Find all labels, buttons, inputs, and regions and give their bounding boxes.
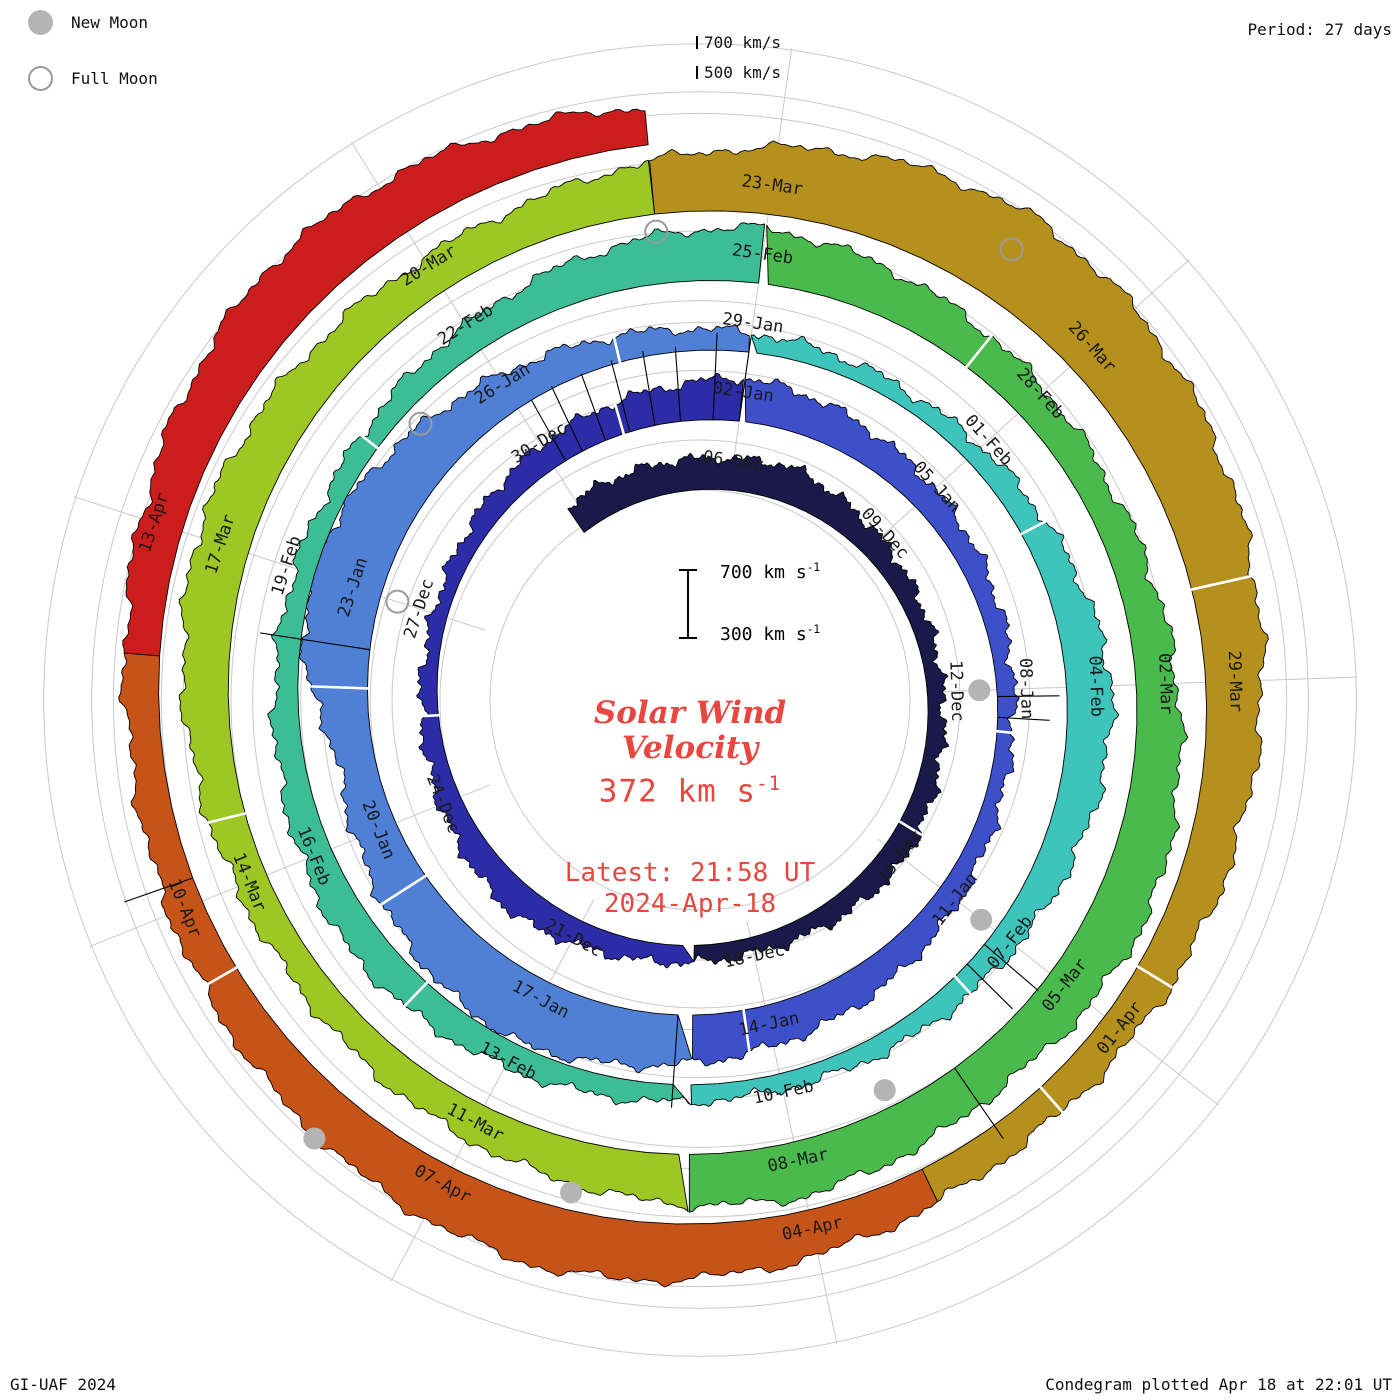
noise-spike <box>610 360 631 432</box>
data-gap <box>1039 1085 1065 1114</box>
center-scalebar-line <box>687 570 689 638</box>
grid-spoke <box>89 784 491 947</box>
data-gap <box>742 1009 751 1054</box>
plotted-timestamp-label: Condegram plotted Apr 18 at 22:01 UT <box>1045 1375 1392 1394</box>
data-gap <box>309 685 369 690</box>
current-velocity-sup: -1 <box>756 772 782 795</box>
center-scale-700-text: 700 km s <box>720 562 807 583</box>
data-gap <box>207 966 238 986</box>
noise-spike <box>674 347 682 422</box>
latest-date-line: 2024-Apr-18 <box>603 889 777 920</box>
center-scale-700-sup: -1 <box>806 561 821 574</box>
velocity-band-segment <box>567 452 950 965</box>
data-gap <box>898 820 925 838</box>
noise-spike <box>984 943 1039 992</box>
spiral-bands <box>118 108 1269 1288</box>
full-moon-marker <box>385 589 410 614</box>
noise-spike <box>966 963 1013 1010</box>
data-gap <box>995 729 1013 735</box>
chart-title: Solar Wind Velocity <box>497 696 883 765</box>
center-scalebar-cap-bottom <box>679 637 697 639</box>
full-moon-marker <box>408 411 433 436</box>
credit-label: GI-UAF 2024 <box>10 1375 116 1394</box>
noise-spike <box>954 1067 1004 1139</box>
new-moon-marker <box>968 679 991 702</box>
legend-new-moon: New Moon <box>28 10 148 35</box>
new-moon-icon <box>28 10 53 35</box>
center-scale-300-sup: -1 <box>806 623 821 636</box>
noise-spike <box>550 385 583 452</box>
noise-spike <box>738 337 752 422</box>
center-scale-300-text: 300 km s <box>720 624 807 645</box>
data-gap <box>1020 519 1048 536</box>
data-gap <box>965 333 994 369</box>
period-label: Period: 27 days <box>1247 20 1393 39</box>
noise-spike <box>531 400 567 462</box>
date-label: 08-Jan <box>1015 658 1037 720</box>
full-moon-icon <box>28 66 53 91</box>
noise-spike <box>997 695 1060 698</box>
velocity-band-segment <box>178 159 689 1212</box>
noise-spike <box>580 373 607 441</box>
date-label: 04-Feb <box>1085 655 1107 717</box>
velocity-band-segment <box>649 140 1269 1203</box>
new-moon-marker <box>970 908 993 931</box>
data-gap <box>613 403 626 436</box>
data-gap <box>424 713 440 718</box>
data-gap <box>360 434 380 450</box>
velocity-band-segment <box>692 378 1020 1067</box>
data-gap <box>612 335 622 364</box>
date-label: 02-Mar <box>1154 653 1176 715</box>
new-moon-legend-label: New Moon <box>71 13 149 32</box>
outer-scale-500-tick <box>696 66 698 79</box>
data-gap <box>1190 574 1252 591</box>
data-gap <box>401 981 429 1009</box>
new-moon-marker <box>303 1127 326 1150</box>
chart-title-line2: Velocity <box>621 729 759 766</box>
velocity-band-segment <box>416 372 744 969</box>
full-moon-marker <box>999 237 1024 262</box>
grid-circle <box>43 43 1357 1357</box>
noise-spike <box>642 350 656 426</box>
latest-timestamp: Latest: 21:58 UT 2024-Apr-18 <box>497 858 883 920</box>
outer-scale-700-tick <box>696 36 698 49</box>
center-scalebar-cap-top <box>679 569 697 571</box>
noise-spike <box>124 877 193 903</box>
full-moon-marker <box>644 219 669 244</box>
full-moon-legend-label: Full Moon <box>71 69 158 88</box>
date-label: 29-Mar <box>1224 650 1246 712</box>
current-velocity-text: 372 km s <box>598 773 757 810</box>
noise-spike <box>997 716 1050 721</box>
date-label: 12-Dec <box>945 660 967 722</box>
grid-circle <box>112 112 1288 1288</box>
outer-scale-500-label: 500 km/s <box>704 63 782 82</box>
data-gap <box>1136 964 1175 990</box>
current-velocity-value: 372 km s-1 <box>497 772 883 809</box>
grid-circle <box>439 439 961 961</box>
noise-spike <box>670 1014 679 1108</box>
data-gap <box>953 975 973 996</box>
velocity-band-segment <box>122 108 649 657</box>
moon-markers <box>303 219 1024 1204</box>
data-gap <box>206 811 247 825</box>
grid-spoke <box>877 838 1219 1106</box>
center-scale-300-label: 300 km s-1 <box>720 623 820 645</box>
noise-spike <box>712 332 718 420</box>
velocity-band-segment <box>688 224 1189 1213</box>
grid-circle <box>91 91 1309 1309</box>
velocity-band-segment <box>267 222 766 1106</box>
new-moon-marker <box>873 1079 896 1102</box>
latest-time-line: Latest: 21:58 UT <box>564 858 816 888</box>
new-moon-marker <box>560 1181 583 1204</box>
velocity-band-segment <box>690 334 1120 1107</box>
outer-scale-700-label: 700 km/s <box>704 33 782 52</box>
data-gap <box>379 874 428 907</box>
chart-title-line1: Solar Wind <box>593 695 787 731</box>
grid-spoke <box>746 920 838 1344</box>
noise-spike <box>260 632 370 651</box>
center-scale-700-label: 700 km s-1 <box>720 561 820 583</box>
legend-full-moon: Full Moon <box>28 66 158 91</box>
